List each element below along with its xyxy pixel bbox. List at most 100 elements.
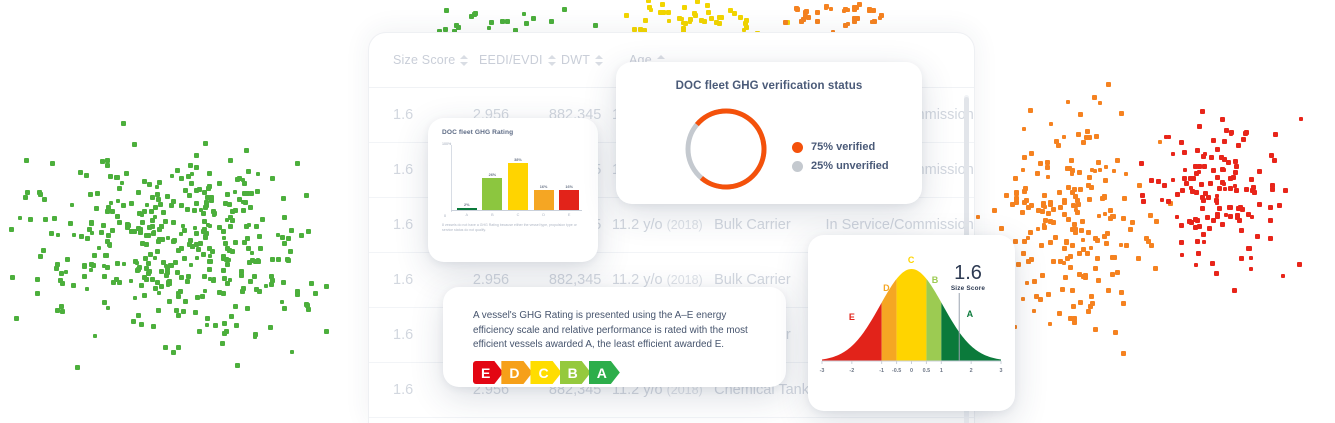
scatter-dot — [1243, 130, 1249, 136]
scatter-dot — [99, 159, 105, 165]
bar — [559, 190, 580, 210]
scatter-dot — [488, 19, 494, 25]
scatter-dot — [1152, 266, 1158, 271]
scatter-dot — [217, 224, 222, 230]
scatter-dot — [1194, 147, 1200, 153]
scatter-dot — [195, 295, 200, 300]
scatter-dot — [115, 198, 120, 203]
scatter-dot — [1196, 224, 1202, 230]
rating-badge-a[interactable]: A — [589, 361, 620, 384]
scatter-dot — [168, 203, 174, 209]
rating-badge-e[interactable]: E — [473, 361, 503, 384]
scatter-dot — [1095, 255, 1101, 261]
table-scrollbar-thumb[interactable] — [964, 97, 969, 257]
scatter-dot — [1179, 139, 1185, 145]
scatter-dot — [190, 244, 196, 250]
scatter-dot — [124, 171, 130, 177]
scatter-dot — [1160, 197, 1165, 202]
scatter-dot — [473, 10, 479, 16]
rating-badge-c[interactable]: C — [530, 361, 561, 384]
cell-size-score: 1.6 — [393, 107, 414, 123]
table-header-size-score[interactable]: Size Score — [393, 53, 479, 67]
scatter-dot — [232, 189, 237, 194]
bar-column: 26% — [482, 148, 503, 210]
scatter-dot — [139, 220, 145, 226]
scatter-dot — [1213, 198, 1219, 204]
scatter-dot — [179, 231, 184, 236]
scatter-dot — [150, 276, 156, 282]
scatter-dot — [487, 26, 492, 31]
cell-size-score: 1.6 — [393, 272, 414, 288]
scatter-dot — [1268, 204, 1274, 210]
scatter-dot — [1245, 212, 1251, 218]
scatter-dot — [269, 176, 275, 182]
sort-icon[interactable] — [547, 54, 557, 66]
sort-icon[interactable] — [460, 54, 469, 66]
scatter-dot — [207, 276, 212, 281]
scatter-dot — [451, 28, 457, 34]
table-header-eedi[interactable]: EEDI/EVDI — [479, 53, 561, 67]
scatter-dot — [1223, 212, 1228, 217]
scatter-dot — [244, 191, 250, 197]
scatter-dot — [708, 16, 714, 21]
scatter-dot — [106, 305, 111, 310]
scatter-dot — [1202, 163, 1207, 169]
scatter-dot — [1066, 99, 1071, 104]
scatter-dot — [1078, 227, 1084, 233]
scatter-dot — [1241, 137, 1247, 143]
scatter-dot — [204, 323, 209, 328]
cell-vessel-type: Bulk Carrier — [714, 272, 791, 288]
sort-icon[interactable] — [595, 54, 604, 66]
scatter-dot — [175, 290, 180, 295]
scatter-dot — [1077, 169, 1083, 175]
scatter-dot — [1063, 274, 1069, 280]
scatter-dot — [286, 257, 292, 263]
scatter-dot — [1269, 183, 1275, 189]
scatter-dot — [1077, 186, 1083, 192]
scatter-dot — [210, 249, 215, 255]
scatter-dot — [197, 328, 203, 334]
scatter-dot — [206, 170, 212, 176]
scatter-dot — [144, 241, 150, 247]
scatter-dot — [190, 172, 195, 177]
scatter-dot — [1105, 230, 1111, 236]
scatter-dot — [1248, 177, 1254, 183]
table-header-dwt[interactable]: DWT — [561, 53, 629, 67]
scatter-dot — [742, 28, 747, 33]
scatter-dot — [1021, 155, 1027, 160]
scatter-dot — [251, 274, 257, 280]
scatter-dot — [159, 283, 165, 289]
scatter-dot — [221, 235, 226, 240]
scatter-dot — [1190, 176, 1196, 182]
scatter-dot — [1062, 198, 1068, 204]
scatter-dot — [206, 245, 212, 251]
rating-badge-b[interactable]: B — [560, 361, 591, 384]
scatter-dot — [695, 0, 701, 4]
scatter-dot — [1056, 142, 1061, 148]
scatter-dot — [1047, 321, 1052, 326]
rating-badge-d[interactable]: D — [501, 361, 532, 384]
scatter-dot — [831, 29, 836, 34]
scatter-dot — [155, 184, 160, 189]
scatter-dot — [102, 300, 107, 306]
bell-tick-label: -3 — [820, 368, 825, 374]
scatter-dot — [632, 27, 638, 33]
scatter-dot — [242, 199, 248, 205]
scatter-dot — [304, 301, 310, 307]
scatter-dot — [842, 22, 848, 28]
scatter-dot — [1121, 351, 1126, 357]
scatter-dot — [9, 226, 15, 232]
scatter-dot — [804, 9, 810, 15]
bar-category-label: A — [465, 213, 469, 217]
scatter-dot — [90, 230, 95, 235]
legend-item-verified: 75% verified — [792, 141, 875, 153]
scatter-dot — [221, 229, 226, 235]
scatter-dot — [1196, 164, 1202, 170]
scatter-dot — [37, 254, 43, 260]
scatter-dot — [147, 182, 153, 188]
cell-vessel-type: Bulk Carrier — [714, 217, 791, 233]
scatter-dot — [1026, 258, 1032, 264]
scatter-dot — [281, 214, 287, 220]
